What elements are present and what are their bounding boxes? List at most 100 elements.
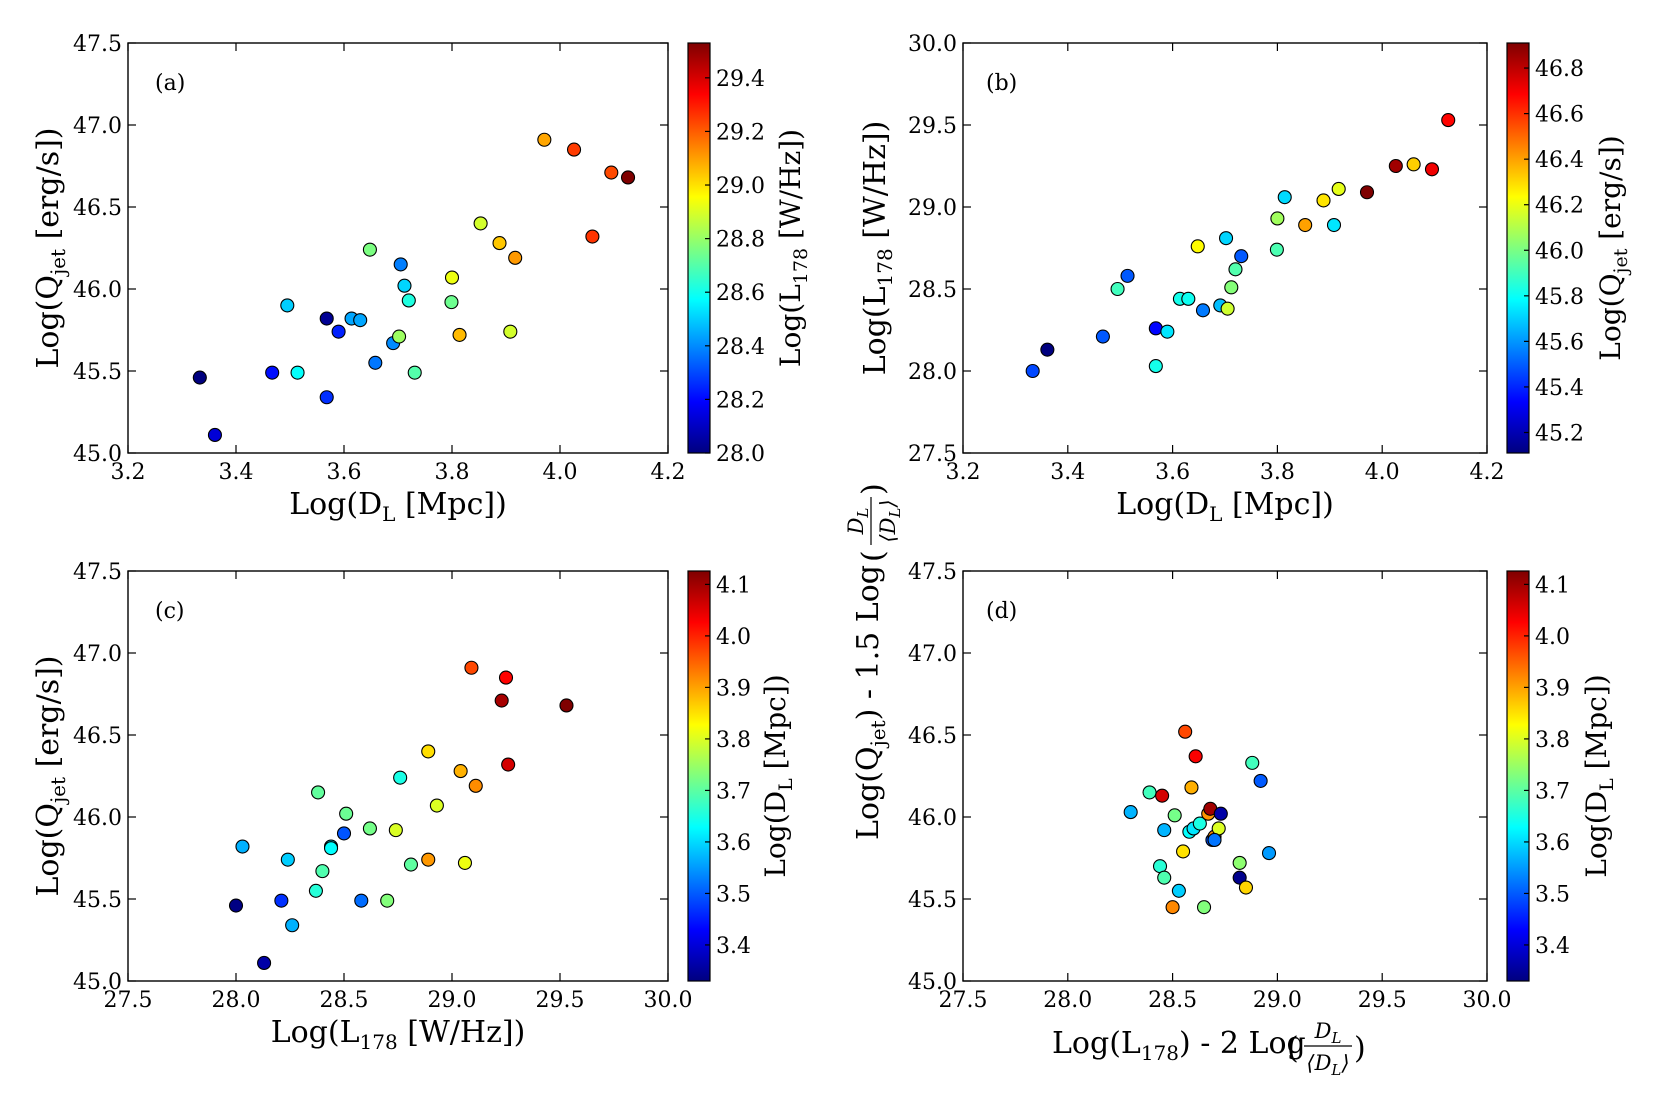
panel-a-frame — [127, 42, 669, 454]
x-tick-label: 4.0 — [543, 460, 578, 485]
y-tick-label: 30.0 — [908, 32, 957, 57]
colorbar-tick-label: 3.4 — [1535, 934, 1570, 959]
panel-d-points — [1123, 724, 1277, 915]
x-tick-label: 27.5 — [104, 988, 153, 1013]
panel-d-xlabel-text: Log(L178) - 2 Log — [1052, 1026, 1306, 1065]
colorbar-tick-label: 4.0 — [1535, 625, 1570, 650]
panel-d-ylabel-rparen: ) — [856, 483, 891, 495]
data-point — [323, 841, 339, 856]
y-tick-label: 45.5 — [908, 888, 957, 913]
data-point — [315, 864, 330, 879]
data-point — [336, 826, 352, 841]
colorbar-tick-label: 29.0 — [716, 174, 765, 199]
data-point — [473, 216, 488, 231]
y-tick-label: 45.0 — [73, 442, 122, 467]
data-point — [388, 823, 403, 838]
colorbar-tick-label: 3.6 — [716, 831, 751, 856]
data-point — [368, 355, 383, 370]
data-point — [1192, 816, 1207, 831]
data-point — [265, 365, 280, 380]
y-tick-label: 46.5 — [908, 724, 957, 749]
data-point — [421, 744, 436, 759]
x-tick-label: 29.0 — [428, 988, 477, 1013]
panel-b-frame — [962, 42, 1488, 454]
data-point — [362, 821, 377, 836]
data-point — [508, 250, 523, 265]
y-tick-label: 47.0 — [73, 114, 122, 139]
x-tick-label: 3.4 — [219, 460, 254, 485]
x-tick-label: 3.8 — [1260, 460, 1295, 485]
x-tick-label: 28.5 — [1148, 988, 1197, 1013]
data-point — [1184, 780, 1199, 795]
colorbar-tick-label: 28.2 — [716, 388, 765, 413]
data-point — [1331, 181, 1346, 197]
panel-a-colorbar-ticks: 28.0 28.2 28.4 28.6 28.8 29.0 29.2 29.4 — [705, 67, 765, 467]
data-point — [1277, 190, 1292, 205]
data-point — [319, 311, 334, 326]
panel-a-ticks: 3.2 3.4 3.6 3.8 4.0 4.2 45.0 45.5 46.0 46.5 47.0 47… — [73, 32, 685, 485]
data-point — [1120, 268, 1135, 283]
x-tick-label: 3.2 — [946, 460, 981, 485]
data-point — [1261, 846, 1277, 861]
data-point — [1316, 193, 1331, 208]
data-point — [1388, 158, 1403, 174]
colorbar-tick-label: 45.4 — [1535, 376, 1584, 401]
panel-d-ylabel-numerator: DL — [844, 508, 872, 536]
data-point — [1441, 113, 1456, 128]
data-point — [1228, 262, 1243, 277]
data-point — [444, 270, 460, 285]
colorbar-tick-label: 46.8 — [1535, 57, 1584, 82]
data-point — [1040, 342, 1055, 357]
data-point — [457, 855, 473, 870]
data-point — [604, 165, 619, 180]
data-point — [1218, 231, 1234, 246]
colorbar-tick-label: 28.6 — [716, 281, 765, 306]
data-point — [620, 170, 636, 185]
panel-a: 3.2 3.4 3.6 3.8 4.0 4.2 45.0 45.5 46.0 46.5 47.0 47… — [31, 32, 812, 526]
x-tick-label: 30.0 — [1463, 988, 1512, 1013]
panel-c-points — [228, 660, 574, 971]
x-tick-label: 30.0 — [644, 988, 693, 1013]
data-point — [1190, 239, 1205, 254]
y-tick-label: 47.5 — [73, 560, 122, 585]
panel-b-colorbar-label: Log(Qjet [erg/s]) — [1594, 135, 1632, 360]
panel-c-colorbar-gradient — [687, 570, 711, 982]
data-point — [1232, 870, 1247, 885]
data-point — [1167, 808, 1182, 823]
data-point — [1424, 162, 1440, 177]
panel-c-label: (c) — [155, 599, 185, 624]
panel-d-xlabel-numerator: DL — [1314, 1019, 1342, 1047]
data-point — [1359, 185, 1375, 200]
data-point — [503, 324, 518, 339]
data-point — [401, 293, 416, 308]
panel-b-colorbar: 45.2 45.4 45.6 45.8 46.0 46.2 46.4 46.6 46.8 Log… — [1506, 42, 1632, 454]
y-tick-label: 47.5 — [908, 560, 957, 585]
data-point — [308, 883, 323, 898]
data-point — [498, 670, 514, 685]
colorbar-tick-label: 3.7 — [716, 779, 751, 804]
data-point — [1245, 755, 1260, 770]
y-tick-label: 47.5 — [73, 32, 122, 57]
panel-a-colorbar-label: Log(L178 [W/Hz]) — [774, 129, 812, 367]
colorbar-tick-label: 3.4 — [716, 934, 751, 959]
x-tick-label: 27.5 — [939, 988, 988, 1013]
colorbar-tick-label: 3.6 — [1535, 831, 1570, 856]
panel-c-xlabel: Log(L178 [W/Hz]) — [271, 1015, 526, 1054]
colorbar-tick-label: 3.8 — [716, 728, 751, 753]
colorbar-tick-label: 3.5 — [716, 882, 751, 907]
data-point — [1155, 788, 1170, 803]
data-point — [566, 142, 582, 157]
panel-b-colorbar-ticks: 45.2 45.4 45.6 45.8 46.0 46.2 46.4 46.6 46.8 — [1524, 57, 1584, 447]
colorbar-tick-label: 4.1 — [716, 573, 751, 598]
y-tick-label: 47.0 — [908, 642, 957, 667]
data-point — [393, 770, 408, 785]
data-point — [228, 898, 244, 913]
data-point — [1195, 303, 1211, 318]
data-point — [403, 857, 419, 872]
panel-d-label: (d) — [986, 599, 1017, 624]
x-tick-label: 4.2 — [651, 460, 686, 485]
panel-d-xlabel-lparen: ( — [1287, 1031, 1299, 1066]
data-point — [1171, 883, 1186, 898]
data-point — [207, 427, 222, 443]
